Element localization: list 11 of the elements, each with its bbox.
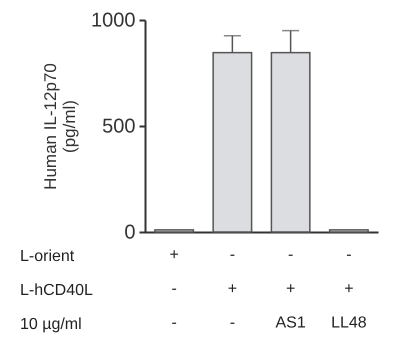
- text: L-hCD40L: [20, 282, 94, 299]
- y-axis-title: Human IL-12p70 (pg/ml): [41, 63, 80, 190]
- x-tick-label: - + LL48: [331, 246, 367, 332]
- x-tick-label: - + -: [228, 246, 238, 332]
- text: L-orient: [20, 248, 75, 265]
- y-tick-label: 500: [102, 116, 136, 138]
- x-tick-label: + - -: [169, 246, 179, 332]
- text: 10 µg/ml: [20, 316, 82, 333]
- x-tick-label: - + AS1: [276, 246, 306, 332]
- y-tick-label: 0: [124, 222, 136, 244]
- y-tick-label: 1000: [91, 10, 136, 32]
